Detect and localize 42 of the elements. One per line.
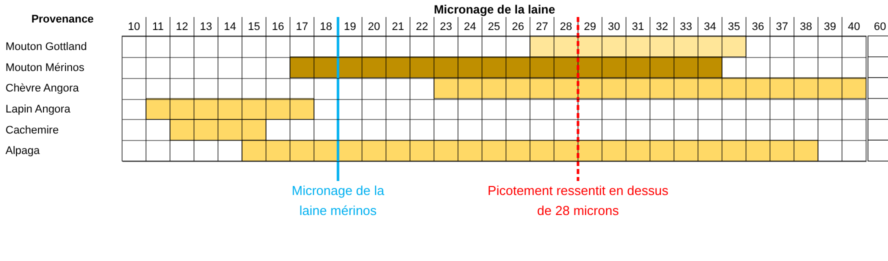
x-tick-label: 18 [320, 21, 332, 33]
x-tick-label: 36 [752, 21, 764, 33]
text: 60 [874, 21, 886, 33]
ref-line-label: Micronage de la laine mérinos [292, 183, 386, 218]
x-tick-label: 14 [224, 21, 236, 33]
x-tick-label: 10 [128, 21, 140, 33]
y-tick-label: Lapin Angora [6, 103, 72, 116]
x-tick-label: 13 [200, 21, 212, 33]
x-tick-label: 32 [656, 21, 668, 33]
x-tick-label: 15 [248, 21, 260, 33]
y-axis-title: Provenance [31, 14, 94, 26]
x-tick-label: 12 [176, 21, 188, 33]
x-tick-label: 11 [152, 21, 164, 33]
x-tick-label: 20 [368, 21, 380, 33]
x-tick-label: 31 [632, 21, 644, 33]
x-tick-label: 19 [344, 21, 356, 33]
y-tick-label: Mouton Gottland [6, 40, 87, 53]
y-tick-label: Alpaga [6, 145, 41, 158]
y-tick-label: Chèvre Angora [6, 82, 80, 95]
x-tick-label: 33 [680, 21, 692, 33]
x-tick-label: 29 [584, 21, 596, 33]
x-tick-label: 40 [848, 21, 860, 33]
x-tick-label: 30 [608, 21, 620, 33]
x-tick-label: 17 [296, 21, 308, 33]
x-tick-label: 38 [800, 21, 812, 33]
x-tick-label: 34 [704, 21, 716, 33]
x-tick-label: 22 [416, 21, 428, 33]
x-tick-label: 37 [776, 21, 788, 33]
x-tick-label: 16 [272, 21, 284, 33]
ref-line-label: Picotement ressentit en dessus de 28 microns [488, 183, 669, 218]
y-tick-label: Mouton Mérinos [6, 62, 85, 74]
x-tick-label: 23 [440, 21, 452, 33]
x-tick-label: 28 [560, 21, 572, 33]
x-tick-label: 25 [488, 21, 500, 33]
x-tick-label: 35 [728, 21, 740, 33]
x-tick-label: 26 [512, 21, 524, 33]
x-tick-label: 21 [392, 21, 404, 33]
x-tick-label: 39 [824, 21, 836, 33]
y-tick-label: Cachemire [6, 124, 59, 136]
x-tick-label: 24 [464, 21, 476, 33]
x-axis-title: Micronage de la laine [434, 2, 556, 16]
x-tick-label: 27 [536, 21, 548, 33]
